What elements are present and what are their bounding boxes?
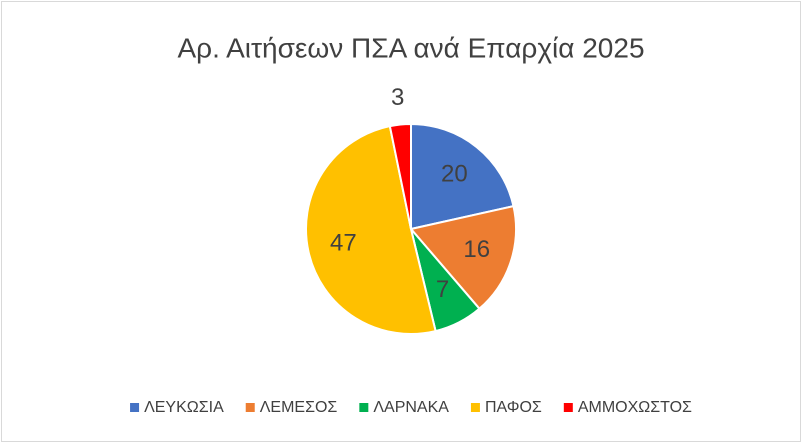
- legend-label: ΑΜΜΟΧΩΣΤΟΣ: [578, 399, 692, 416]
- pie-slice: [388, 122, 412, 230]
- legend-marker: [563, 403, 573, 412]
- data-label: 7: [436, 276, 449, 303]
- legend-label: ΠΑΦΟΣ: [485, 399, 542, 416]
- legend: ΛΕΥΚΩΣΙΑ ΛΕΜΕΣΟΣ ΛΑΡΝΑΚΑ ΠΑΦΟΣ ΑΜΜΟΧΩΣΤΟΣ: [130, 399, 692, 416]
- legend-marker: [359, 403, 369, 412]
- legend-label: ΛΕΥΚΩΣΙΑ: [144, 399, 224, 416]
- legend-marker: [470, 403, 480, 412]
- data-label: 3: [391, 84, 404, 111]
- data-label: 20: [441, 160, 468, 187]
- data-label: 16: [463, 236, 490, 263]
- data-label: 47: [330, 229, 357, 256]
- legend-marker: [245, 403, 255, 412]
- legend-label: ΛΑΡΝΑΚΑ: [373, 399, 449, 416]
- pie-slice: [305, 124, 437, 335]
- legend-marker: [130, 403, 140, 412]
- pie-slice: [409, 204, 517, 311]
- legend-label: ΛΕΜΕΣΟΣ: [260, 399, 338, 416]
- pie-slice: [410, 122, 515, 231]
- chart-title: Αρ. Αιτήσεων ΠΣΑ ανά Επαρχία 2025: [177, 32, 644, 63]
